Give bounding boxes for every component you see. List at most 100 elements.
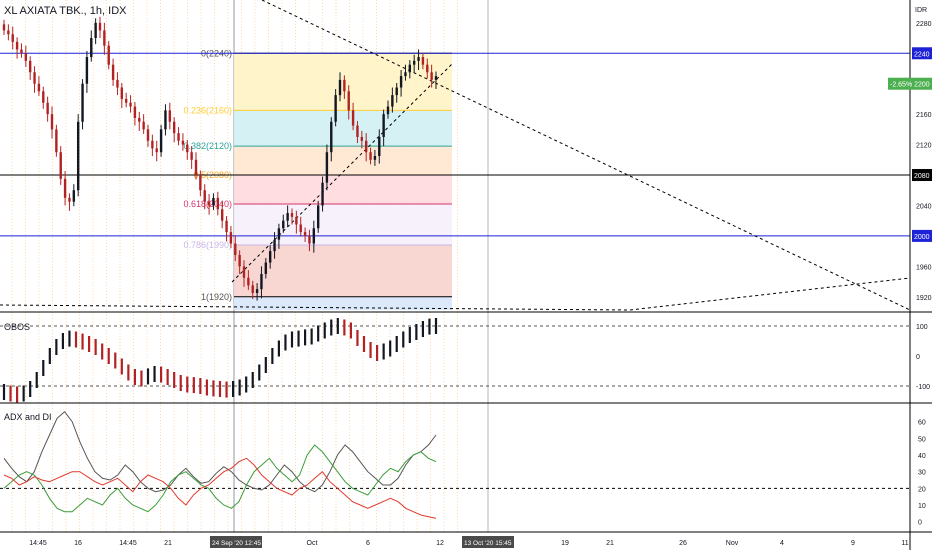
time-tick-label: 9	[851, 540, 855, 547]
candle-body	[343, 79, 346, 92]
fib-level-label: 0.618(2040)	[183, 199, 232, 209]
candle-body	[399, 76, 403, 88]
time-tick-label: 6	[366, 540, 370, 547]
candle-body	[28, 60, 32, 73]
candle-body	[360, 136, 364, 141]
fib-zone	[234, 110, 452, 147]
candle-body	[24, 53, 28, 61]
candle-body	[55, 129, 58, 153]
currency-label: IDR	[915, 7, 927, 14]
candle-body	[63, 178, 67, 198]
price-tick-label: 2120	[916, 143, 932, 150]
candle-body	[417, 57, 420, 61]
candle-body	[146, 129, 150, 141]
time-tick-label: 12	[436, 540, 444, 547]
time-tick-label: Oct	[307, 540, 318, 547]
price-label-box	[912, 47, 932, 60]
chart-title: XL AXIATA TBK., 1h, IDX	[4, 5, 127, 17]
candle-body	[316, 205, 320, 229]
candle-body	[369, 152, 372, 160]
candle-body	[404, 72, 407, 77]
adx-tick-label: 50	[918, 436, 926, 443]
adx-pane-label: ADX and DI	[4, 412, 52, 422]
candle-body	[120, 87, 124, 99]
candle-body	[412, 60, 416, 65]
price-tick-label: 1920	[916, 295, 932, 302]
candle-body	[42, 91, 45, 103]
time-tick-label: 11	[901, 540, 908, 547]
candle-body	[111, 64, 115, 80]
candle-body	[364, 140, 368, 153]
candle-body	[299, 224, 302, 233]
candle-body	[229, 232, 233, 244]
fib-level-label: 0.236(2160)	[183, 105, 232, 115]
adx-tick-label: 0	[918, 520, 922, 527]
adx-tick-label: 20	[918, 486, 926, 493]
candle-body	[20, 49, 23, 54]
candle-body	[251, 285, 254, 293]
candle-body	[107, 45, 110, 65]
candle-body	[172, 121, 176, 134]
candle-body	[177, 133, 180, 141]
trendline-up	[231, 63, 453, 283]
candle-body	[155, 148, 158, 153]
candle-body	[98, 22, 102, 31]
price-tick-label: 1960	[916, 264, 932, 271]
price-label: 2080	[914, 173, 930, 180]
price-label-box	[912, 169, 932, 182]
candle-body	[434, 76, 438, 80]
candle-body	[81, 83, 84, 122]
candle-body	[72, 190, 76, 202]
candle-body	[129, 102, 132, 107]
candle-body	[356, 125, 359, 137]
adx-tick-label: 10	[918, 503, 926, 510]
price-tick-label: 2280	[916, 21, 932, 28]
candle-body	[203, 190, 206, 202]
candle-body	[190, 152, 193, 160]
candle-body	[351, 110, 355, 126]
candle-body	[207, 201, 211, 206]
time-tick-label: 14:45	[119, 540, 137, 547]
candle-body	[15, 41, 19, 50]
candle-body	[159, 129, 163, 153]
candle-body	[408, 64, 412, 73]
adx-tick-label: 60	[918, 420, 926, 427]
cursor-time-label: 24 Sep '20 12:45	[212, 540, 261, 547]
candle-body	[138, 117, 141, 122]
price-label-box	[888, 77, 932, 90]
candle-body	[103, 30, 106, 46]
candle-body	[347, 91, 350, 111]
price-label: -2.65% 2200	[890, 82, 930, 89]
candle-body	[312, 228, 316, 244]
candle-body	[50, 114, 54, 130]
candle-body	[242, 266, 246, 278]
candle-body	[124, 98, 128, 103]
candle-body	[212, 197, 215, 206]
obos-pane-label: OBOS	[4, 322, 31, 332]
candle-body	[426, 64, 429, 73]
candle-body	[238, 254, 241, 267]
candle-body	[268, 251, 272, 263]
candle-body	[220, 209, 224, 221]
time-tick-label: 21	[164, 540, 172, 547]
candle-body	[295, 216, 298, 225]
time-tick-label: Nov	[726, 540, 739, 547]
candle-body	[59, 152, 62, 179]
candle-body	[7, 30, 10, 35]
price-tick-label: 2040	[916, 203, 932, 210]
candle-body	[378, 136, 381, 156]
candle-body	[225, 220, 228, 233]
candle-body	[46, 102, 49, 115]
fib-zone	[234, 203, 452, 246]
adx-series-minus_di	[3, 457, 437, 519]
fib-zone	[234, 296, 452, 310]
cursor-time-box	[210, 536, 262, 548]
candle-body	[90, 38, 93, 58]
fib-zone	[234, 146, 452, 176]
time-tick-label: 26	[679, 540, 687, 547]
price-label: 2240	[914, 51, 930, 58]
adx-series-adx	[3, 410, 437, 493]
candle-body	[116, 79, 119, 88]
